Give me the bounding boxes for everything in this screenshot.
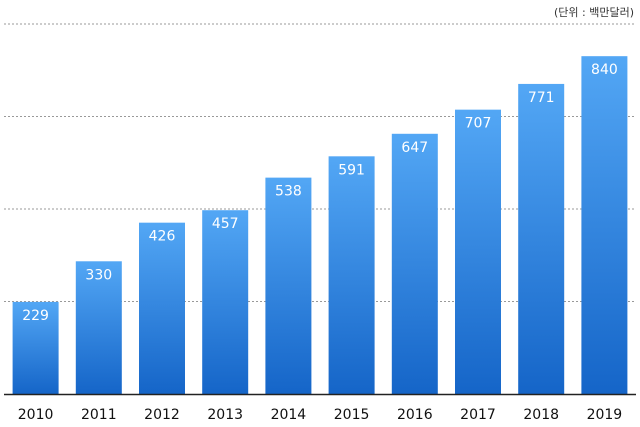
bar-2013 — [202, 210, 249, 394]
value-label-2017: 707 — [465, 116, 492, 132]
bar-2016 — [391, 133, 438, 395]
bar-2018 — [518, 83, 565, 394]
value-label-2015: 591 — [338, 162, 365, 178]
bar-2012 — [139, 222, 185, 394]
x-tick-label-2018: 2018 — [523, 407, 559, 423]
value-labels: 229 330 426 457 538 591 647 707 771 840 — [22, 62, 618, 324]
value-label-2013: 457 — [212, 216, 239, 232]
value-label-2012: 426 — [149, 229, 176, 245]
bars — [12, 56, 628, 395]
x-tick-label-2019: 2019 — [587, 407, 623, 423]
x-tick-label-2011: 2011 — [81, 407, 117, 423]
bar-2010 — [12, 301, 59, 394]
unit-label: (단위 : 백만달러) — [553, 6, 634, 19]
value-label-2019: 840 — [591, 62, 618, 78]
x-tick-label-2010: 2010 — [18, 407, 54, 423]
value-label-2010: 229 — [22, 308, 49, 324]
bar-2011 — [75, 261, 122, 394]
x-tick-label-2012: 2012 — [144, 407, 180, 423]
value-label-2016: 647 — [401, 140, 428, 156]
x-tick-label-2017: 2017 — [460, 407, 496, 423]
bar-2019 — [581, 56, 628, 394]
value-label-2011: 330 — [85, 267, 112, 283]
x-tick-label-2015: 2015 — [334, 407, 370, 423]
x-axis: 2010 2011 2012 2013 2014 2015 2016 2017 2018 2019 — [4, 393, 636, 423]
value-label-2018: 771 — [528, 90, 555, 106]
bar-2015 — [328, 156, 375, 394]
bar-2017 — [455, 109, 501, 395]
value-label-2014: 538 — [275, 184, 302, 200]
bar-2014 — [265, 177, 312, 394]
x-tick-label-2013: 2013 — [207, 407, 243, 423]
x-tick-label-2014: 2014 — [271, 407, 307, 423]
x-tick-label-2016: 2016 — [397, 407, 433, 423]
